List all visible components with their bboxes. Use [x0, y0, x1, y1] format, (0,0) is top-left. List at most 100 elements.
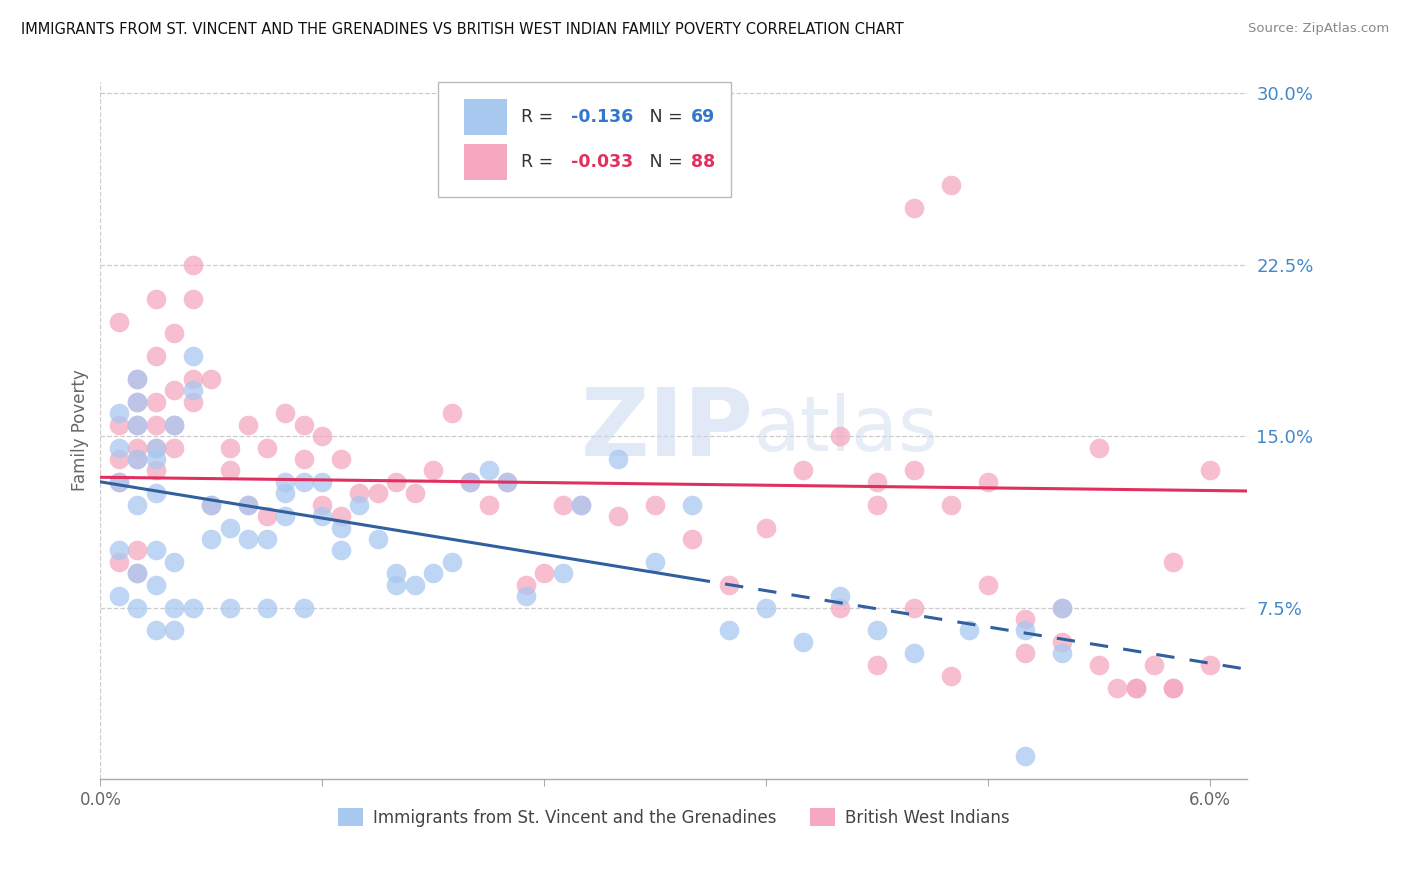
Point [200, 498, 222, 512]
Point [127, 452, 149, 467]
Point [145, 349, 167, 363]
Point [145, 543, 167, 558]
Point [145, 577, 167, 591]
Legend: Immigrants from St. Vincent and the Grenadines, British West Indians: Immigrants from St. Vincent and the Gren… [330, 802, 1017, 833]
Point [181, 349, 204, 363]
Point [163, 600, 186, 615]
Point [1050, 600, 1073, 615]
Point [458, 475, 481, 489]
Text: IMMIGRANTS FROM ST. VINCENT AND THE GRENADINES VS BRITISH WEST INDIAN FAMILY POV: IMMIGRANTS FROM ST. VINCENT AND THE GREN… [21, 22, 904, 37]
Point [717, 577, 740, 591]
Point [551, 498, 574, 512]
Text: atlas: atlas [754, 393, 939, 467]
Point [367, 532, 389, 546]
Point [108, 475, 131, 489]
Point [644, 498, 666, 512]
Text: Source: ZipAtlas.com: Source: ZipAtlas.com [1249, 22, 1389, 36]
Point [1050, 646, 1073, 660]
Point [792, 463, 814, 477]
FancyBboxPatch shape [439, 82, 731, 197]
Point [755, 520, 778, 534]
Point [828, 429, 851, 443]
Point [145, 624, 167, 638]
Point [238, 532, 260, 546]
Point [145, 452, 167, 467]
Point [274, 509, 297, 524]
Point [181, 372, 204, 386]
Point [108, 475, 131, 489]
Point [163, 555, 186, 569]
Point [478, 463, 501, 477]
Point [108, 315, 131, 329]
Point [256, 532, 278, 546]
Text: 69: 69 [690, 108, 714, 126]
Point [903, 646, 925, 660]
Point [1014, 646, 1036, 660]
Point [551, 566, 574, 581]
Point [903, 463, 925, 477]
Point [755, 600, 778, 615]
Point [108, 417, 131, 432]
Text: R =: R = [522, 153, 558, 170]
Text: ZIP: ZIP [581, 384, 754, 476]
Point [145, 486, 167, 500]
Point [238, 417, 260, 432]
Point [127, 566, 149, 581]
Point [145, 463, 167, 477]
Point [127, 498, 149, 512]
Y-axis label: Family Poverty: Family Poverty [72, 369, 89, 491]
Point [145, 441, 167, 455]
Point [218, 441, 240, 455]
Text: -0.136: -0.136 [571, 108, 634, 126]
Point [127, 452, 149, 467]
Point [200, 498, 222, 512]
FancyBboxPatch shape [464, 99, 508, 136]
Point [1087, 657, 1109, 672]
Point [127, 372, 149, 386]
Point [1050, 600, 1073, 615]
Point [218, 520, 240, 534]
Point [181, 394, 204, 409]
Point [422, 463, 444, 477]
Point [1125, 681, 1147, 695]
Point [127, 441, 149, 455]
FancyBboxPatch shape [464, 144, 508, 180]
Point [329, 509, 352, 524]
Point [347, 498, 370, 512]
Point [903, 600, 925, 615]
Point [977, 577, 1000, 591]
Point [939, 498, 962, 512]
Point [274, 486, 297, 500]
Point [200, 372, 222, 386]
Point [127, 417, 149, 432]
Point [200, 532, 222, 546]
Point [274, 475, 297, 489]
Point [238, 498, 260, 512]
Point [1143, 657, 1166, 672]
Point [163, 441, 186, 455]
Point [478, 498, 501, 512]
Point [127, 417, 149, 432]
Point [256, 509, 278, 524]
Point [163, 326, 186, 341]
Point [440, 406, 463, 420]
Point [292, 475, 315, 489]
Point [163, 624, 186, 638]
Point [145, 417, 167, 432]
Point [1198, 463, 1220, 477]
Point [644, 555, 666, 569]
Point [311, 429, 333, 443]
Point [256, 441, 278, 455]
Point [1161, 681, 1184, 695]
Point [792, 635, 814, 649]
Point [292, 600, 315, 615]
Point [607, 509, 630, 524]
Point [292, 417, 315, 432]
Point [681, 498, 703, 512]
Point [108, 441, 131, 455]
Point [515, 589, 537, 603]
Point [311, 475, 333, 489]
Point [533, 566, 555, 581]
Point [569, 498, 592, 512]
Text: N =: N = [633, 108, 689, 126]
